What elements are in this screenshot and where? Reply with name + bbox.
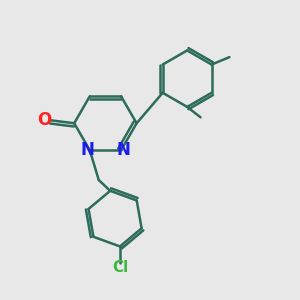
Text: O: O bbox=[37, 111, 51, 129]
Text: N: N bbox=[116, 141, 130, 159]
Text: N: N bbox=[80, 141, 94, 159]
Text: Cl: Cl bbox=[112, 260, 128, 275]
